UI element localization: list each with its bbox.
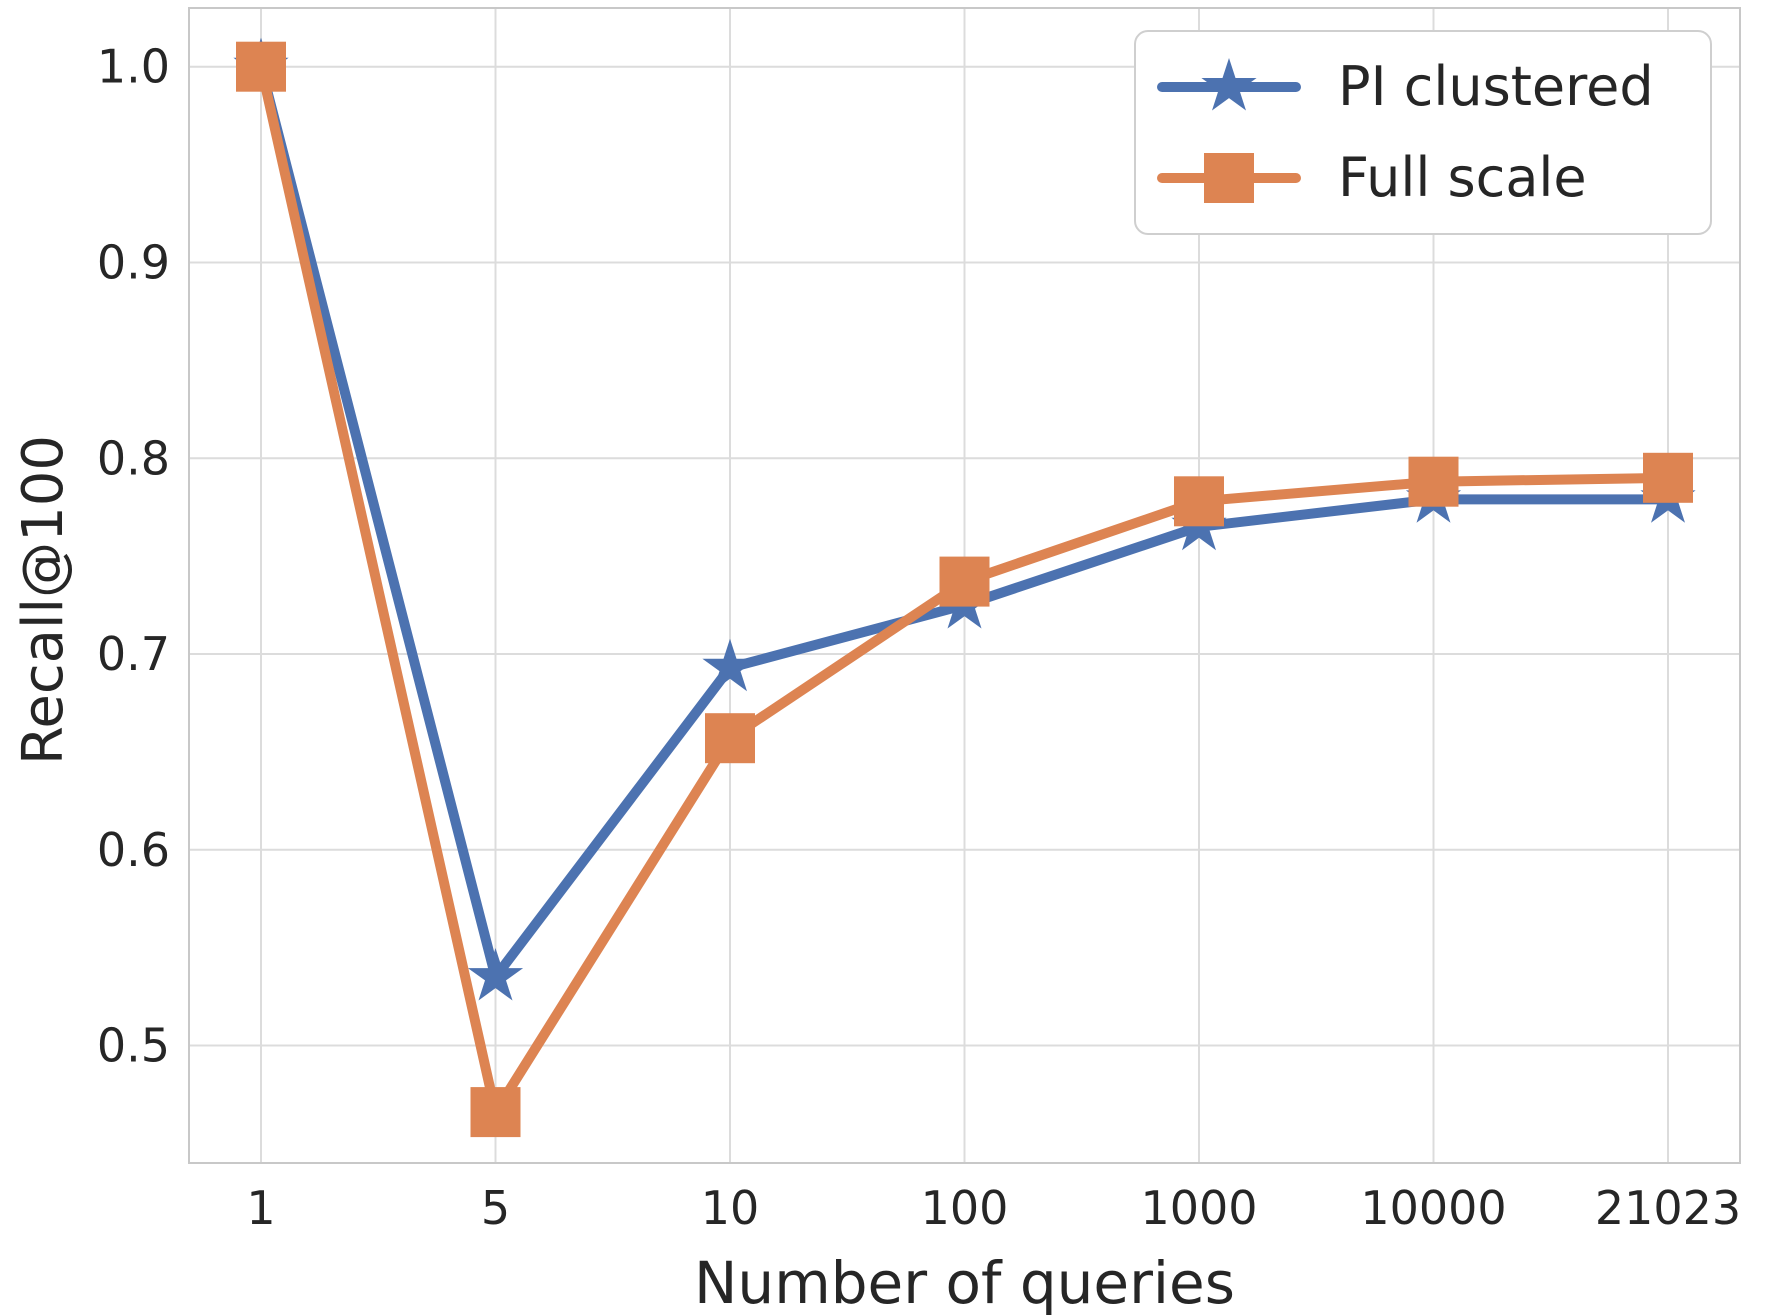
x-tick-label: 5 <box>481 1181 510 1235</box>
legend-item-full-scale: Full scale <box>1154 135 1692 221</box>
data-point-square <box>470 1087 521 1138</box>
x-tick-label: 1000 <box>1140 1181 1257 1235</box>
x-tick-label: 10 <box>701 1181 760 1235</box>
x-axis-label: Number of queries <box>694 1249 1235 1316</box>
y-tick-label: 0.6 <box>97 823 170 877</box>
x-tick-label: 1 <box>246 1181 275 1235</box>
data-point-square <box>1408 456 1459 507</box>
y-tick-label: 0.8 <box>97 431 170 485</box>
y-tick-label: 0.7 <box>97 627 170 681</box>
x-tick-label: 10000 <box>1360 1181 1506 1235</box>
legend-item-pi-clustered: PI clustered <box>1154 44 1692 130</box>
y-tick-label: 0.9 <box>97 236 170 290</box>
square-marker-icon <box>1157 153 1301 204</box>
data-point-square <box>1643 452 1693 503</box>
plot-frame <box>188 7 1741 1164</box>
y-axis-label: Recall@100 <box>11 435 76 765</box>
data-point-star <box>702 638 758 692</box>
data-point-square <box>236 41 286 92</box>
y-tick-label: 1.0 <box>97 40 170 94</box>
legend: PI clustered Full scale <box>1134 30 1712 235</box>
data-point-square <box>1174 476 1224 527</box>
y-tick-label: 0.5 <box>97 1019 170 1073</box>
data-point-star <box>467 948 524 1001</box>
data-point-square <box>939 556 990 607</box>
x-tick-label: 100 <box>921 1181 1009 1235</box>
star-marker-icon <box>1157 57 1301 111</box>
legend-label: PI clustered <box>1338 54 1654 118</box>
legend-label: Full scale <box>1338 146 1587 210</box>
data-point-square <box>705 713 755 764</box>
x-tick-label: 21023 <box>1595 1181 1741 1235</box>
